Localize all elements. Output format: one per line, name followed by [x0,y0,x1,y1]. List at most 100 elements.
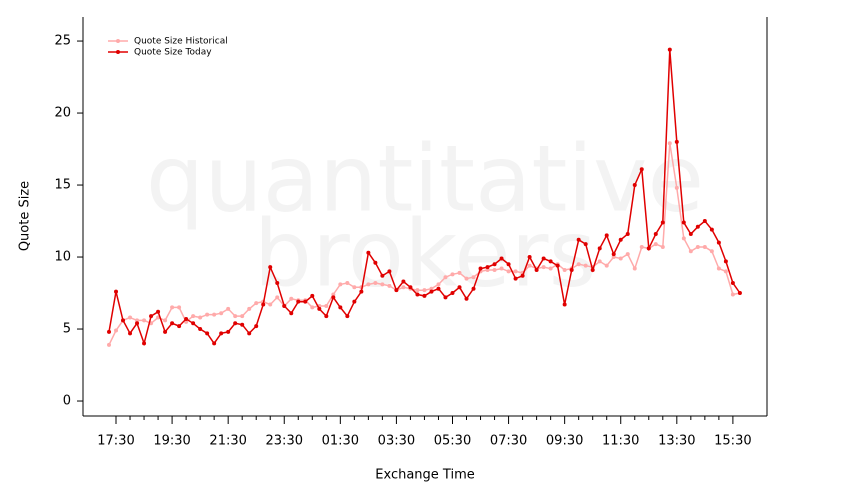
y-tick-label: 5 [63,322,71,337]
data-point [667,47,672,52]
data-point [723,259,728,264]
data-point [695,224,700,229]
data-point [730,292,735,297]
data-point [548,259,553,264]
data-point [380,273,385,278]
data-point [233,314,238,319]
data-point [541,265,546,270]
x-tick-label: 13:30 [658,434,695,449]
data-point [660,220,665,225]
data-point [422,293,427,298]
data-point [534,267,539,272]
data-point [121,318,126,323]
data-point [471,275,476,280]
data-point [373,260,378,265]
data-point [408,285,413,290]
data-point [268,265,273,270]
data-point [401,285,406,290]
y-tick-label: 10 [54,250,71,265]
data-point [653,231,658,236]
data-point [401,279,406,284]
x-tick-label: 09:30 [546,434,583,449]
y-tick-label: 20 [54,106,71,121]
data-point [674,185,679,190]
data-point [611,255,616,260]
data-point [611,252,616,257]
data-point [219,331,224,336]
data-point [177,305,182,310]
data-point [730,280,735,285]
data-point [681,220,686,225]
data-point [464,296,469,301]
data-point [114,289,119,294]
data-point [205,312,210,317]
data-point [674,139,679,144]
data-point [170,321,175,326]
data-point [359,289,364,294]
legend-label: Quote Size Historical [134,37,228,47]
data-point [331,292,336,297]
data-point [737,291,742,296]
x-tick-label: 01:30 [322,434,359,449]
data-point [436,282,441,287]
data-point [261,302,266,307]
data-point [625,231,630,236]
data-point [170,305,175,310]
data-point [331,295,336,300]
data-point [597,246,602,251]
y-tick-label: 0 [63,394,71,409]
data-point [163,329,168,334]
x-axis-title: Exchange Time [375,468,474,483]
data-point [485,267,490,272]
data-point [604,263,609,268]
data-point [569,267,574,272]
y-tick-label: 25 [54,34,71,49]
data-point [380,282,385,287]
data-point [107,342,111,347]
data-point [499,256,504,261]
data-point [450,272,455,277]
data-point [429,289,434,294]
data-point [240,322,245,327]
data-point [219,311,224,316]
data-point [660,244,665,249]
data-point [310,293,315,298]
data-point [513,276,518,281]
data-point [387,283,392,288]
data-point [478,266,483,271]
data-point [716,240,721,245]
data-point [324,314,329,319]
data-point [415,292,420,297]
data-point [520,273,525,278]
data-point [492,267,497,272]
legend-label: Quote Size Today [134,48,212,58]
data-point [422,288,427,293]
data-point [135,321,140,326]
data-point [233,321,238,326]
data-point [142,318,147,323]
data-point [506,262,511,267]
data-point [275,280,280,285]
data-point [317,306,322,311]
data-point [296,299,301,304]
data-point [450,291,455,296]
data-point [226,306,231,311]
y-axis-title: Quote Size [18,181,33,251]
data-point [212,341,217,346]
data-point [254,324,259,329]
data-point [128,315,133,320]
data-point [184,316,189,321]
data-point [268,302,273,307]
data-point [709,249,714,254]
data-point [527,263,532,268]
x-tick-label: 21:30 [209,434,246,449]
data-point [345,314,350,319]
data-point [583,242,588,247]
x-tick-label: 19:30 [153,434,190,449]
data-point [464,276,469,281]
data-point [324,303,329,308]
data-point [212,312,217,317]
data-point [506,269,511,274]
data-point [387,269,392,274]
data-point [135,318,140,323]
